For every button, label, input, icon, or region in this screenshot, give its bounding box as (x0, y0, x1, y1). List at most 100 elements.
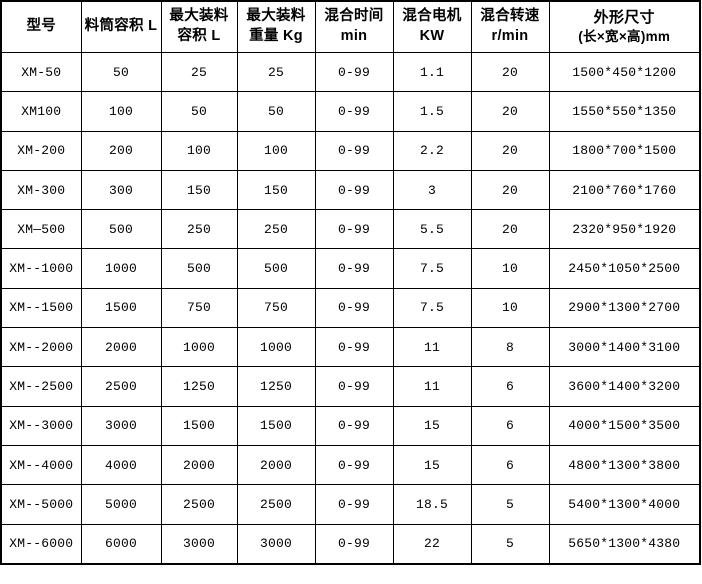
cell-dimensions: 2450*1050*2500 (548, 248, 701, 289)
column-header-1: 料筒容积 L (80, 0, 162, 53)
cell-dimensions: 1500*450*1200 (548, 51, 701, 93)
table-cell: 1.1 (392, 51, 472, 93)
table-cell: 1250 (236, 366, 316, 407)
table-cell: 15 (392, 405, 472, 446)
table-cell: 6 (470, 444, 550, 486)
column-header-line2: (长×宽×高)mm (578, 29, 671, 45)
table-cell: 20 (470, 51, 550, 93)
table-cell: 0-99 (314, 91, 394, 132)
table-cell: 150 (160, 169, 238, 211)
cell-dimensions: 1800*700*1500 (548, 130, 701, 171)
table-cell: 0-99 (314, 248, 394, 289)
table-cell: 1500 (236, 405, 316, 446)
table-cell: 1000 (160, 327, 238, 368)
table-cell: 7.5 (392, 287, 472, 329)
cell-dimensions: 4000*1500*3500 (548, 405, 701, 446)
cell-model: XM--5000 (0, 484, 82, 525)
table-cell: 500 (236, 248, 316, 289)
table-cell: 15 (392, 444, 472, 486)
table-cell: 2000 (236, 444, 316, 486)
table-cell: 250 (236, 209, 316, 250)
table-cell: 2.2 (392, 130, 472, 171)
table-cell: 100 (236, 130, 316, 171)
table-cell: 6000 (80, 523, 162, 565)
table-cell: 1500 (160, 405, 238, 446)
table-cell: 6 (470, 366, 550, 407)
column-header-0: 型号 (0, 0, 82, 53)
table-cell: 3000 (80, 405, 162, 446)
table-cell: 5 (470, 523, 550, 565)
cell-dimensions: 1550*550*1350 (548, 91, 701, 132)
cell-dimensions: 4800*1300*3800 (548, 444, 701, 486)
table-row: XM-50 50 25 25 0-99 1.1 20 1500*450*1200 (0, 51, 701, 93)
table-row: XM—500 500 250 250 0-99 5.5 20 2320*950*1920 (0, 209, 701, 250)
table-cell: 0-99 (314, 169, 394, 211)
table-cell: 3000 (160, 523, 238, 565)
column-header-line1: 外形尺寸 (593, 8, 655, 26)
cell-model: XM-200 (0, 130, 82, 171)
column-header-7: 外形尺寸 (长×宽×高)mm (548, 0, 701, 53)
column-header-line1: 混合时间 (324, 8, 384, 25)
column-header-line1: 混合电机 (402, 8, 462, 25)
table-cell: 1.5 (392, 91, 472, 132)
table-cell: 7.5 (392, 248, 472, 289)
table-cell: 0-99 (314, 405, 394, 446)
table-row: XM100 100 50 50 0-99 1.5 20 1550*550*1350 (0, 91, 701, 132)
column-header-line1: 料筒容积 L (84, 18, 158, 35)
table-row: XM--5000 5000 2500 2500 0-99 18.5 5 5400*1300*4… (0, 484, 701, 525)
table-row: XM--1500 1500 750 750 0-99 7.5 10 2900*1300*270… (0, 287, 701, 329)
table-cell: 22 (392, 523, 472, 565)
table-cell: 25 (236, 51, 316, 93)
table-cell: 0-99 (314, 327, 394, 368)
table-cell: 500 (160, 248, 238, 289)
table-row: XM-200 200 100 100 0-99 2.2 20 1800*700*1500 (0, 130, 701, 171)
table-cell: 50 (80, 51, 162, 93)
table-cell: 100 (80, 91, 162, 132)
table-row: XM--2500 2500 1250 1250 0-99 11 6 3600*1400*320… (0, 366, 701, 407)
table-cell: 6 (470, 405, 550, 446)
table-cell: 750 (160, 287, 238, 329)
cell-model: XM--2500 (0, 366, 82, 407)
cell-dimensions: 2100*760*1760 (548, 169, 701, 211)
column-header-2: 最大装料容积 L (160, 0, 238, 53)
table-cell: 0-99 (314, 484, 394, 525)
table-cell: 4000 (80, 444, 162, 486)
table-cell: 2500 (236, 484, 316, 525)
column-header-6: 混合转速 r/min (470, 0, 550, 53)
column-header-line2: r/min (491, 28, 529, 44)
cell-dimensions: 5400*1300*4000 (548, 484, 701, 525)
column-header-line2: min (340, 28, 368, 44)
table-row: XM-300 300 150 150 0-99 3 20 2100*760*1760 (0, 169, 701, 211)
table-cell: 1000 (80, 248, 162, 289)
table-cell: 200 (80, 130, 162, 171)
table-cell: 10 (470, 287, 550, 329)
table-cell: 750 (236, 287, 316, 329)
table-cell: 20 (470, 91, 550, 132)
table-cell: 2500 (80, 366, 162, 407)
table-cell: 18.5 (392, 484, 472, 525)
table-cell: 11 (392, 327, 472, 368)
table-cell: 11 (392, 366, 472, 407)
table-cell: 3 (392, 169, 472, 211)
column-header-line2: 容积 L (177, 28, 221, 44)
cell-model: XM100 (0, 91, 82, 132)
cell-dimensions: 2320*950*1920 (548, 209, 701, 250)
cell-dimensions: 3600*1400*3200 (548, 366, 701, 407)
cell-model: XM--6000 (0, 523, 82, 565)
table-cell: 50 (160, 91, 238, 132)
table-cell: 8 (470, 327, 550, 368)
cell-dimensions: 5650*1300*4380 (548, 523, 701, 565)
specification-table: 型号 料筒容积 L 最大装料 容积 L 最大装料 重量 Kg 混合时间 min 混合电机 KW 混合… (0, 0, 701, 565)
table-cell: 50 (236, 91, 316, 132)
table-cell: 1000 (236, 327, 316, 368)
header-row: 型号 料筒容积 L 最大装料 容积 L 最大装料 重量 Kg 混合时间 min 混合电机 KW 混合… (0, 0, 701, 53)
column-header-line1: 最大装料 (169, 8, 229, 25)
table-cell: 25 (160, 51, 238, 93)
table-cell: 0-99 (314, 287, 394, 329)
cell-model: XM--1000 (0, 248, 82, 289)
cell-dimensions: 3000*1400*3100 (548, 327, 701, 368)
column-header-line1: 最大装料 (246, 8, 306, 25)
table-cell: 20 (470, 130, 550, 171)
table-cell: 20 (470, 209, 550, 250)
table-cell: 2500 (160, 484, 238, 525)
